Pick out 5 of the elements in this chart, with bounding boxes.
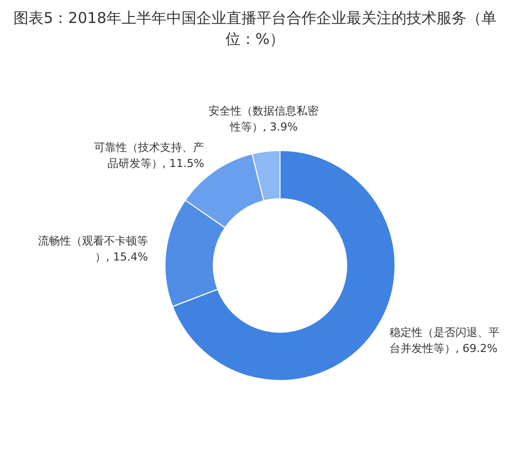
slice-label: 稳定性（是否闪退、平台并发性等）, 69.2% — [390, 326, 500, 355]
slice-label: 可靠性（技术支持、产品研发等）, 11.5% — [94, 141, 204, 170]
chart-title: 图表5：2018年上半年中国企业直播平台合作企业最关注的技术服务（单位：%） — [12, 8, 498, 50]
slice-label: 流畅性（观看不卡顿等）, 15.4% — [38, 234, 148, 264]
slice-label: 安全性（数据信息私密性等）, 3.9% — [208, 104, 319, 134]
